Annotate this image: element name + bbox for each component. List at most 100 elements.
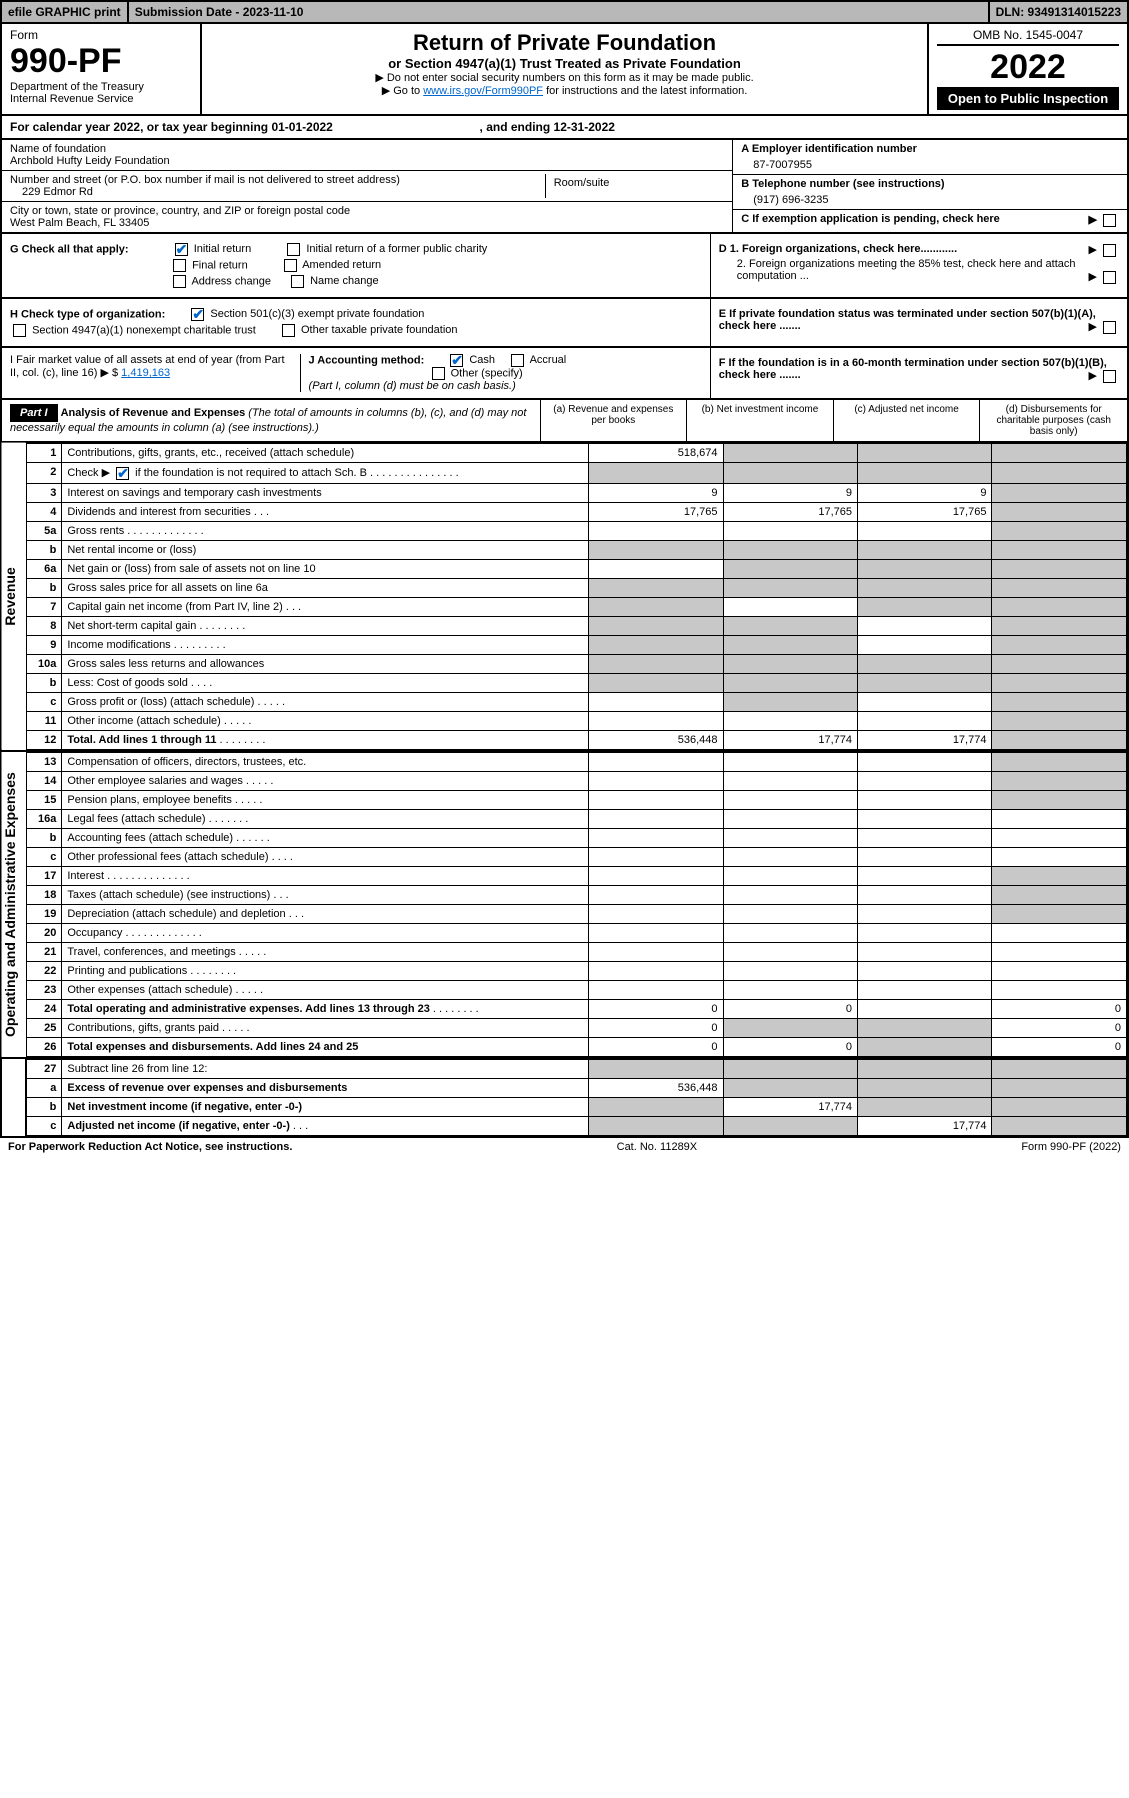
line-20: 20Occupancy . . . . . . . . . . . . .	[26, 923, 1127, 942]
line-4: 4Dividends and interest from securities …	[26, 502, 1127, 521]
line-7: 7Capital gain net income (from Part IV, …	[26, 597, 1127, 616]
line-1: 1Contributions, gifts, grants, etc., rec…	[26, 444, 1127, 463]
line-11: 11Other income (attach schedule) . . . .…	[26, 711, 1127, 730]
line-27: 27Subtract line 26 from line 12:	[26, 1059, 1126, 1078]
form-footer: Form 990-PF (2022)	[1021, 1141, 1121, 1153]
irs-link[interactable]: www.irs.gov/Form990PF	[423, 85, 543, 97]
initial-former-label: Initial return of a former public charit…	[306, 243, 487, 255]
j-accrual-label: Accrual	[530, 354, 567, 366]
line-26: 26Total expenses and disbursements. Add …	[26, 1037, 1127, 1056]
cal-begin: 01-01-2022	[271, 120, 332, 134]
line-21: 21Travel, conferences, and meetings . . …	[26, 942, 1127, 961]
cal-text-a: For calendar year 2022, or tax year begi…	[10, 120, 271, 134]
col-a-header: (a) Revenue and expenses per books	[541, 400, 688, 441]
d2-label: 2. Foreign organizations meeting the 85%…	[737, 258, 1076, 282]
fmv-link[interactable]: 1,419,163	[121, 367, 170, 379]
h-other-label: Other taxable private foundation	[301, 324, 458, 336]
line-24: 24Total operating and administrative exp…	[26, 999, 1127, 1018]
j-other-label: Other (specify)	[451, 367, 523, 379]
line-16a: 16aLegal fees (attach schedule) . . . . …	[26, 809, 1127, 828]
form-number: 990-PF	[10, 42, 192, 81]
h-501c3-checkbox[interactable]	[191, 308, 204, 321]
h-4947-label: Section 4947(a)(1) nonexempt charitable …	[32, 324, 256, 336]
instruction-goto-b: for instructions and the latest informat…	[543, 85, 747, 97]
e-checkbox[interactable]	[1103, 321, 1116, 334]
f-checkbox[interactable]	[1103, 370, 1116, 383]
line-22: 22Printing and publications . . . . . . …	[26, 961, 1127, 980]
final-return-label: Final return	[192, 259, 248, 271]
revenue-side-label: Revenue	[2, 443, 26, 750]
dept-treasury: Department of the Treasury	[10, 81, 192, 93]
cal-text-b: , and ending	[480, 120, 554, 134]
h-other-checkbox[interactable]	[282, 324, 295, 337]
j-note: (Part I, column (d) must be on cash basi…	[309, 380, 702, 392]
paperwork-notice: For Paperwork Reduction Act Notice, see …	[8, 1141, 292, 1153]
form-subtitle: or Section 4947(a)(1) Trust Treated as P…	[208, 56, 921, 71]
name-change-label: Name change	[310, 275, 379, 287]
j-other-checkbox[interactable]	[432, 367, 445, 380]
city-label: City or town, state or province, country…	[10, 205, 724, 217]
line-18: 18Taxes (attach schedule) (see instructi…	[26, 885, 1127, 904]
line-27b: bNet investment income (if negative, ent…	[26, 1097, 1126, 1116]
addr-label: Number and street (or P.O. box number if…	[10, 174, 545, 186]
catalog-number: Cat. No. 11289X	[617, 1141, 698, 1153]
d1-checkbox[interactable]	[1103, 244, 1116, 257]
instruction-goto-a: ▶ Go to	[382, 85, 423, 97]
j-label: J Accounting method:	[309, 354, 425, 366]
open-public-badge: Open to Public Inspection	[937, 87, 1119, 110]
h-4947-checkbox[interactable]	[13, 324, 26, 337]
line-13: 13Compensation of officers, directors, t…	[26, 752, 1127, 771]
dln-number: DLN: 93491314015223	[990, 2, 1127, 22]
line-10c: cGross profit or (loss) (attach schedule…	[26, 692, 1127, 711]
line-25: 25Contributions, gifts, grants paid . . …	[26, 1018, 1127, 1037]
final-return-checkbox[interactable]	[173, 259, 186, 272]
h-501c3-label: Section 501(c)(3) exempt private foundat…	[210, 308, 424, 320]
efile-print-button[interactable]: efile GRAPHIC print	[2, 2, 129, 22]
form-label: Form	[10, 28, 192, 42]
part1-title: Analysis of Revenue and Expenses	[61, 407, 246, 419]
line-19: 19Depreciation (attach schedule) and dep…	[26, 904, 1127, 923]
exemption-checkbox[interactable]	[1103, 214, 1116, 227]
j-cash-label: Cash	[469, 354, 495, 366]
col-b-header: (b) Net investment income	[687, 400, 834, 441]
sch-b-checkbox[interactable]	[116, 467, 129, 480]
name-change-checkbox[interactable]	[291, 275, 304, 288]
line-8: 8Net short-term capital gain . . . . . .…	[26, 616, 1127, 635]
omb-number: OMB No. 1545-0047	[937, 28, 1119, 46]
line-27a: aExcess of revenue over expenses and dis…	[26, 1078, 1126, 1097]
cal-end: 12-31-2022	[554, 120, 615, 134]
foundation-name: Archbold Hufty Leidy Foundation	[10, 155, 724, 167]
name-label: Name of foundation	[10, 143, 724, 155]
j-cash-checkbox[interactable]	[450, 354, 463, 367]
line-16c: cOther professional fees (attach schedul…	[26, 847, 1127, 866]
city-state-zip: West Palm Beach, FL 33405	[10, 217, 724, 229]
j-accrual-checkbox[interactable]	[511, 354, 524, 367]
phone-label: B Telephone number (see instructions)	[741, 178, 1119, 190]
form-title: Return of Private Foundation	[208, 30, 921, 56]
line-14: 14Other employee salaries and wages . . …	[26, 771, 1127, 790]
exemption-pending-label: C If exemption application is pending, c…	[741, 213, 1000, 225]
submission-date: Submission Date - 2023-11-10	[129, 2, 990, 22]
g-label: G Check all that apply:	[10, 243, 129, 255]
line-10a: 10aGross sales less returns and allowanc…	[26, 654, 1127, 673]
col-c-header: (c) Adjusted net income	[834, 400, 981, 441]
h-label: H Check type of organization:	[10, 308, 165, 320]
initial-return-checkbox[interactable]	[175, 243, 188, 256]
initial-former-checkbox[interactable]	[287, 243, 300, 256]
address-change-checkbox[interactable]	[173, 275, 186, 288]
line-6b: bGross sales price for all assets on lin…	[26, 578, 1127, 597]
line-9: 9Income modifications . . . . . . . . .	[26, 635, 1127, 654]
address-change-label: Address change	[191, 275, 271, 287]
tax-year: 2022	[937, 48, 1119, 87]
d2-checkbox[interactable]	[1103, 271, 1116, 284]
line-6a: 6aNet gain or (loss) from sale of assets…	[26, 559, 1127, 578]
irs-label: Internal Revenue Service	[10, 93, 192, 105]
amended-return-checkbox[interactable]	[284, 259, 297, 272]
ein-label: A Employer identification number	[741, 143, 1119, 155]
d1-label: D 1. Foreign organizations, check here..…	[719, 243, 957, 255]
line-12: 12Total. Add lines 1 through 11 . . . . …	[26, 730, 1127, 749]
f-label: F If the foundation is in a 60-month ter…	[719, 357, 1107, 381]
amended-return-label: Amended return	[302, 259, 381, 271]
street-address: 229 Edmor Rd	[10, 186, 545, 198]
room-label: Room/suite	[554, 177, 717, 189]
